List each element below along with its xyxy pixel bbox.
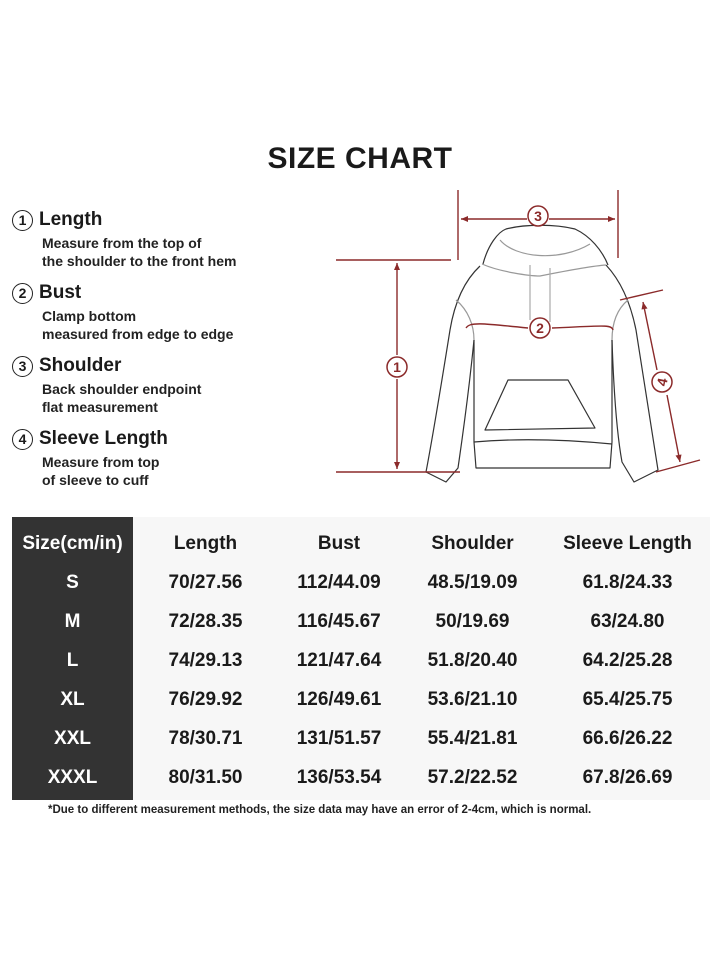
footnote: *Due to different measurement methods, t… <box>48 804 592 816</box>
measure-shoulder: 3 Shoulder Back shoulder endpoint flat mea… <box>12 352 312 416</box>
size-cell: XXL <box>54 727 91 749</box>
number-1-icon: 1 <box>12 209 33 231</box>
value-cell: 76/29.92 <box>168 688 243 710</box>
table-row: XXXL 80/31.50 136/53.54 57.2/22.52 67.8/26.6… <box>12 758 710 797</box>
value-cell: 51.8/20.40 <box>427 649 518 671</box>
size-cell: S <box>66 571 79 593</box>
value-cell: 63/24.80 <box>590 610 665 632</box>
measure-bust: 2 Bust Clamp bottom measured from edge to … <box>12 279 312 343</box>
number-2-icon: 2 <box>12 282 33 304</box>
measurement-guide: 1 Length Measure from the top of the shoul… <box>12 206 312 498</box>
measure-desc: measured from edge to edge <box>42 326 234 342</box>
measure-desc: Back shoulder endpoint <box>42 381 202 397</box>
value-cell: 126/49.61 <box>296 688 382 710</box>
header-shoulder: Shoulder <box>431 533 514 554</box>
value-cell: 48.5/19.09 <box>427 571 518 593</box>
value-cell: 61.8/24.33 <box>582 571 673 593</box>
measure-sleeve-length: 4 Sleeve Length Measure from top of sleeve… <box>12 425 312 489</box>
measure-desc: of sleeve to cuff <box>42 472 149 488</box>
measure-name: Sleeve Length <box>39 428 168 449</box>
header-length: Length <box>173 533 238 554</box>
number-3-icon: 3 <box>12 355 33 377</box>
value-cell: 131/51.57 <box>296 727 382 749</box>
value-cell: 53.6/21.10 <box>427 688 518 710</box>
label-1-icon <box>386 356 408 378</box>
table-row: S 70/27.56 112/44.09 48.5/19.09 61.8/24.33 <box>12 563 710 602</box>
size-column-background <box>12 517 133 800</box>
value-cell: 121/47.64 <box>296 649 382 671</box>
page-title: SIZE CHART <box>267 142 453 175</box>
value-cell: 116/45.67 <box>297 610 381 632</box>
value-cell: 64.2/25.28 <box>582 649 673 671</box>
label-1: 1 <box>393 359 401 375</box>
measure-desc: the shoulder to the front hem <box>42 253 237 269</box>
value-cell: 136/53.54 <box>296 766 382 788</box>
size-table: Size(cm/in) Length Bust Shoulder Sleeve … <box>12 517 710 800</box>
header-sleeve-length: Sleeve Length <box>563 533 692 554</box>
header-size: Size(cm/in) <box>22 533 123 554</box>
value-cell: 66.6/26.22 <box>582 727 673 749</box>
size-cell: L <box>66 649 79 671</box>
table-header-row: Size(cm/in) Length Bust Shoulder Sleeve … <box>12 525 710 563</box>
number-4-icon: 4 <box>12 428 33 450</box>
measure-desc: Measure from the top of <box>42 235 202 251</box>
measurement-lines <box>336 190 701 473</box>
label-3: 3 <box>534 208 542 224</box>
value-cell: 65.4/25.75 <box>582 688 673 710</box>
table-row: XXL 78/30.71 131/51.57 55.4/21.81 66.6/26.22 <box>12 719 710 758</box>
size-cell: XL <box>60 688 85 710</box>
label-2-icon <box>529 317 551 339</box>
value-cell: 57.2/22.52 <box>427 766 518 788</box>
value-cell: 72/28.35 <box>168 610 243 632</box>
measure-length: 1 Length Measure from the top of the shoul… <box>12 206 312 270</box>
measure-desc: Measure from top <box>42 454 160 470</box>
measure-name: Bust <box>39 282 82 303</box>
value-cell: 80/31.50 <box>168 766 243 788</box>
label-2: 2 <box>536 320 544 336</box>
measure-name: Length <box>39 209 103 230</box>
measure-name: Shoulder <box>39 355 122 376</box>
value-cell: 78/30.71 <box>168 727 243 749</box>
label-4-icon <box>651 371 673 393</box>
label-3-icon <box>527 205 549 227</box>
value-cell: 70/27.56 <box>168 571 243 593</box>
value-cell: 74/29.13 <box>168 649 243 671</box>
table-row: L 74/29.13 121/47.64 51.8/20.40 64.2/25.28 <box>12 641 710 680</box>
size-cell: M <box>64 610 81 632</box>
value-cell: 55.4/21.81 <box>427 727 518 749</box>
header-bust: Bust <box>317 533 361 554</box>
value-cell: 112/44.09 <box>297 571 381 593</box>
measure-desc: Clamp bottom <box>42 308 137 324</box>
table-row: XL 76/29.92 126/49.61 53.6/21.10 65.4/25.75 <box>12 680 710 719</box>
size-cell: XXXL <box>47 766 98 788</box>
hoodie-outline-icon <box>425 224 659 483</box>
value-cell: 50/19.69 <box>435 610 510 632</box>
label-4: 4 <box>653 376 670 387</box>
measure-desc: flat measurement <box>42 399 158 415</box>
table-row: M 72/28.35 116/45.67 50/19.69 63/24.80 <box>12 602 710 641</box>
hoodie-illustration: 3 2 1 4 <box>336 190 701 483</box>
value-cell: 67.8/26.69 <box>582 766 673 788</box>
